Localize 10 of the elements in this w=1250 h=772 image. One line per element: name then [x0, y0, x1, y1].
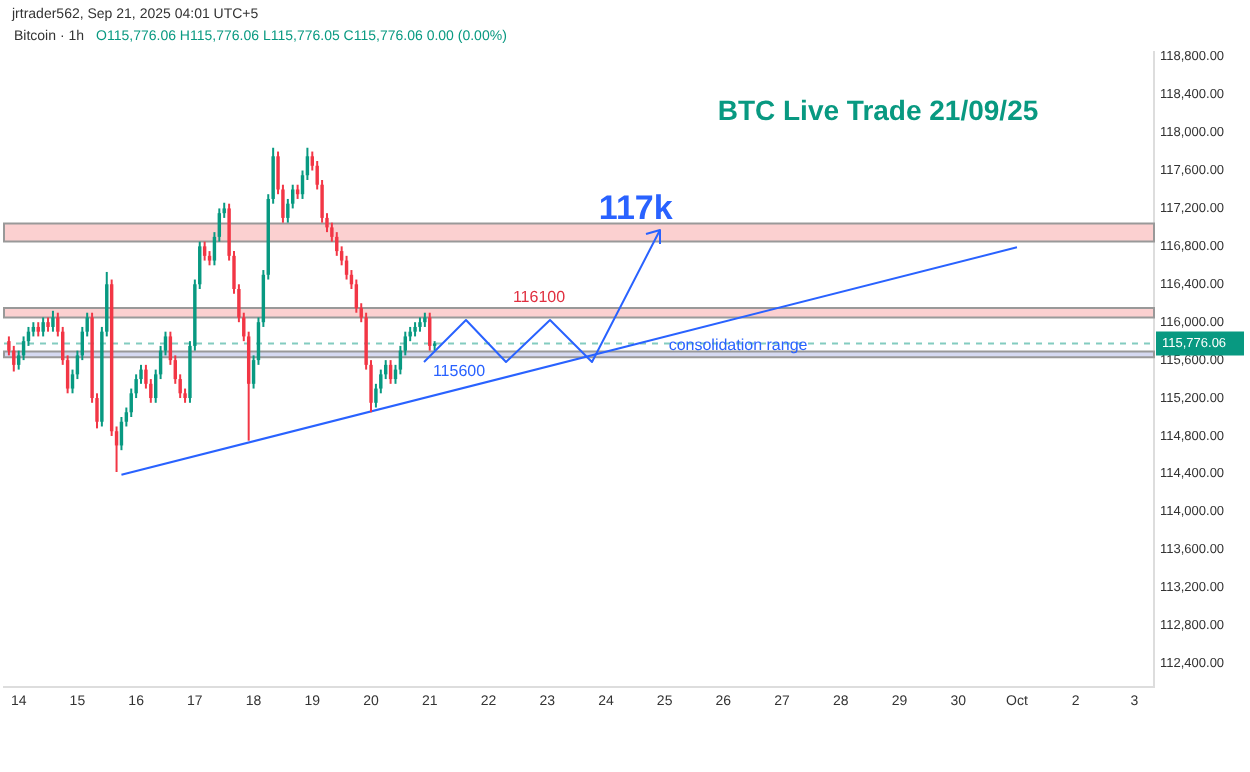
- candlestick: [41, 316, 45, 338]
- candlestick: [51, 309, 55, 333]
- band-label: 116100: [512, 287, 567, 306]
- band-label: 115600: [432, 361, 487, 380]
- candlestick: [202, 240, 207, 262]
- text: BTC Live Trade 21/09/25: [717, 93, 1039, 126]
- annotation: consolidation range: [668, 336, 809, 355]
- annotation: 117k: [598, 188, 674, 227]
- candlestick: [12, 344, 16, 373]
- candlestick: [428, 311, 432, 352]
